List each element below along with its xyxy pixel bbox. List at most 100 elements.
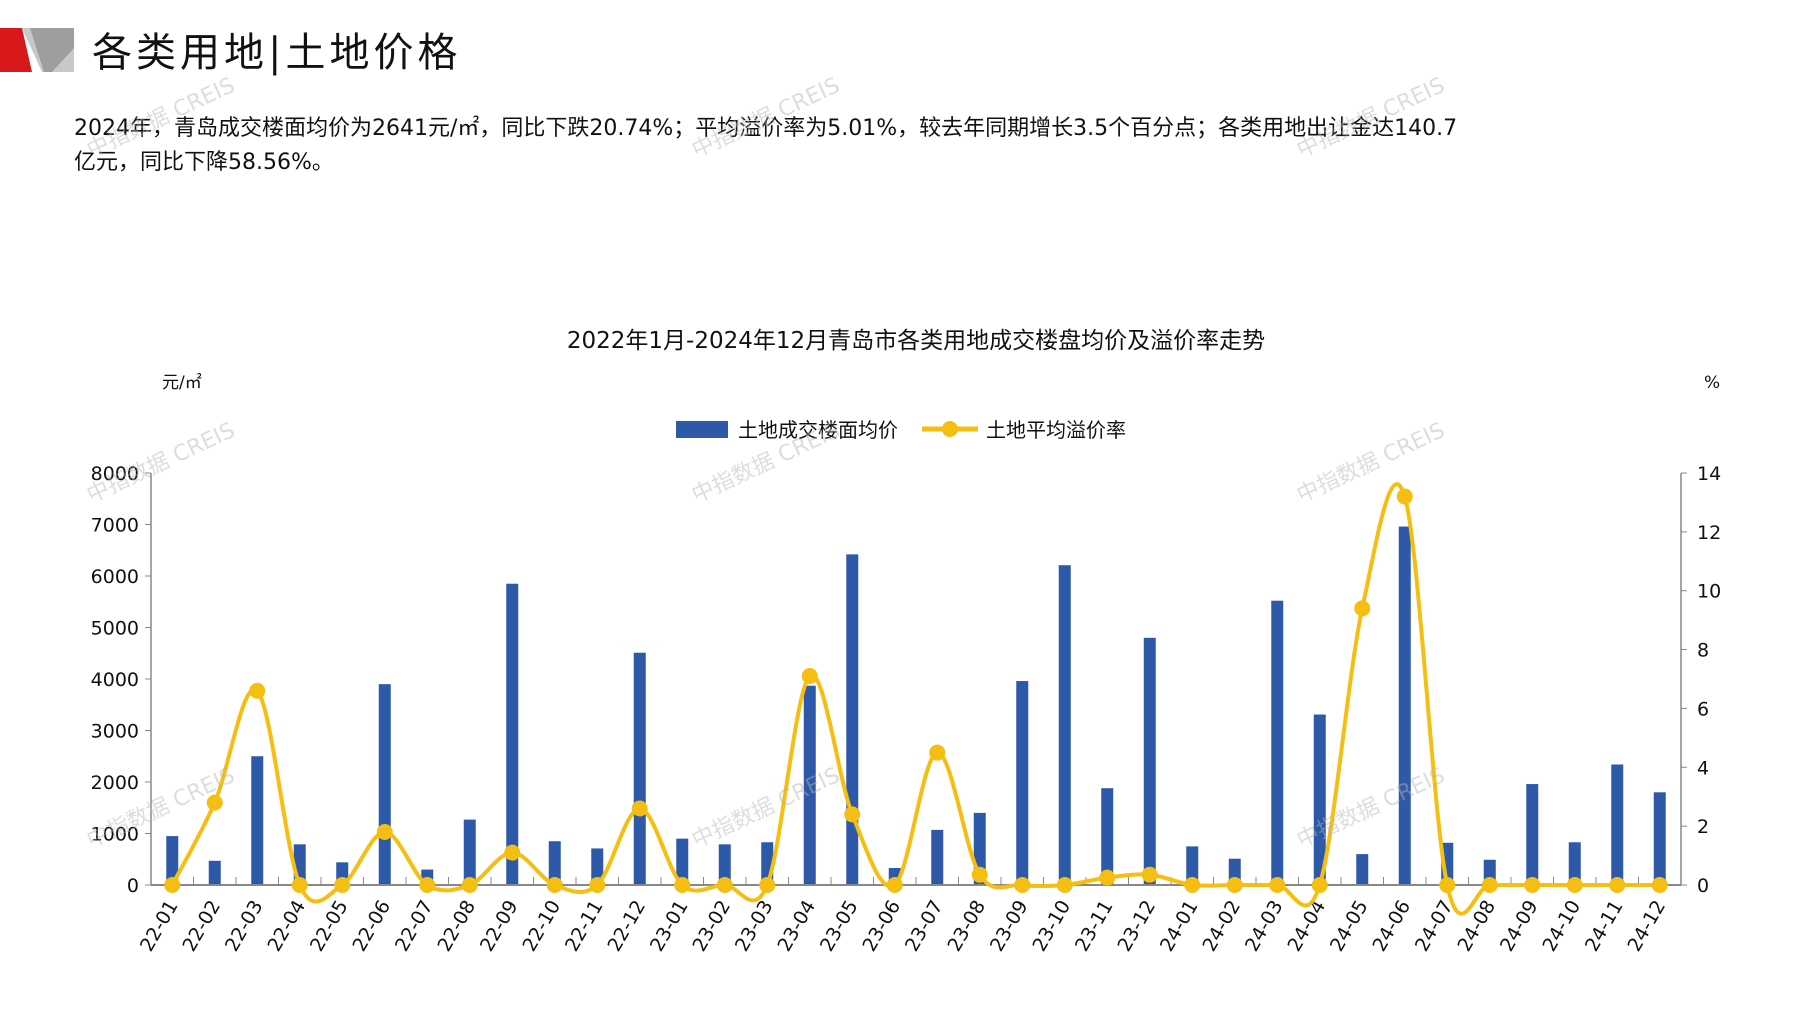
- bar-24-04: [1313, 714, 1326, 885]
- x-tick-label: 24-06: [1368, 897, 1415, 956]
- point-23-10: [1056, 877, 1073, 893]
- bar-24-09: [1526, 784, 1539, 885]
- summary-text: 2024年，青岛成交楼面均价为2641元/㎡，同比下跌20.74%；平均溢价率为…: [74, 112, 1734, 180]
- point-22-07: [419, 877, 436, 893]
- left-tick-label: 3000: [91, 721, 139, 743]
- bar-22-02: [208, 860, 221, 885]
- x-tick-label: 22-01: [136, 897, 183, 956]
- x-tick-label: 23-10: [1028, 897, 1075, 956]
- x-tick-label: 22-09: [476, 897, 523, 956]
- point-23-01: [674, 877, 691, 893]
- left-tick-label: 1000: [91, 824, 139, 846]
- legend-line-marker: [942, 421, 958, 437]
- point-23-08: [971, 866, 988, 883]
- right-tick-label: 0: [1697, 875, 1709, 897]
- bar-23-10: [1058, 565, 1071, 885]
- summary-line-2: 亿元，同比下降58.56%。: [74, 150, 334, 175]
- bar-23-07: [931, 829, 944, 885]
- right-axis-unit: %: [1704, 373, 1720, 393]
- point-24-08: [1481, 877, 1498, 893]
- point-24-04: [1311, 877, 1328, 893]
- point-24-11: [1609, 877, 1626, 893]
- point-22-08: [461, 877, 478, 893]
- point-23-03: [759, 877, 776, 893]
- point-24-05: [1354, 600, 1371, 617]
- point-22-04: [291, 877, 308, 893]
- x-tick-label: 24-07: [1411, 897, 1458, 956]
- point-23-06: [886, 877, 903, 893]
- point-24-10: [1566, 877, 1583, 893]
- bar-22-11: [591, 848, 604, 885]
- point-22-03: [249, 682, 266, 699]
- point-23-12: [1141, 866, 1158, 883]
- point-23-04: [801, 668, 818, 685]
- x-tick-label: 23-01: [646, 897, 693, 956]
- premium-rate-line: [170, 482, 1660, 916]
- x-tick-label: 22-06: [348, 897, 395, 956]
- brand-logo: [0, 28, 74, 72]
- right-tick-label: 2: [1697, 816, 1709, 838]
- bar-23-05: [846, 554, 859, 885]
- x-tick-label: 24-10: [1538, 897, 1585, 956]
- point-22-05: [334, 877, 351, 893]
- left-tick-label: 7000: [91, 515, 139, 537]
- point-23-07: [929, 744, 946, 761]
- bar-22-01: [166, 836, 179, 885]
- point-23-09: [1014, 877, 1031, 893]
- bar-22-06: [378, 684, 391, 885]
- bar-22-12: [633, 652, 646, 885]
- x-tick-label: 24-02: [1198, 897, 1245, 956]
- x-tick-label: 23-02: [688, 897, 735, 956]
- x-tick-label: 22-08: [433, 897, 480, 956]
- point-22-09: [504, 844, 521, 861]
- x-tick-label: 23-07: [901, 897, 948, 956]
- summary-line-1: 2024年，青岛成交楼面均价为2641元/㎡，同比下跌20.74%；平均溢价率为…: [74, 116, 1458, 141]
- x-tick-label: 22-12: [603, 897, 650, 956]
- bar-22-03: [251, 756, 264, 885]
- point-23-05: [844, 806, 861, 823]
- right-tick-label: 10: [1697, 581, 1721, 603]
- x-tick-label: 22-11: [561, 897, 608, 956]
- right-tick-label: 8: [1697, 640, 1709, 662]
- point-24-03: [1269, 877, 1286, 893]
- bar-22-10: [548, 841, 561, 885]
- x-tick-label: 24-12: [1623, 897, 1670, 956]
- page-title: 各类用地|土地价格: [92, 30, 462, 76]
- left-axis-unit: 元/㎡: [162, 373, 202, 393]
- bar-24-06: [1398, 526, 1411, 885]
- x-tick-label: 24-09: [1496, 897, 1543, 956]
- x-tick-label: 23-09: [986, 897, 1033, 956]
- point-24-02: [1226, 877, 1243, 893]
- left-tick-label: 0: [127, 875, 139, 897]
- left-tick-label: 6000: [91, 566, 139, 588]
- point-24-01: [1184, 877, 1201, 893]
- legend-bar-swatch: [676, 421, 728, 438]
- x-tick-label: 23-04: [773, 897, 820, 956]
- x-tick-label: 24-08: [1453, 897, 1500, 956]
- chart-title: 2022年1月-2024年12月青岛市各类用地成交楼盘均价及溢价率走势: [567, 328, 1265, 354]
- point-22-06: [376, 824, 393, 841]
- x-tick-label: 22-10: [518, 897, 565, 956]
- x-tick-label: 23-05: [816, 897, 863, 956]
- bar-24-10: [1568, 842, 1581, 885]
- x-tick-label: 24-05: [1326, 897, 1373, 956]
- x-tick-label: 22-03: [221, 897, 268, 956]
- legend-label-bar: 土地成交楼面均价: [738, 418, 898, 442]
- left-tick-label: 4000: [91, 669, 139, 691]
- point-23-11: [1099, 869, 1116, 886]
- x-tick-label: 24-11: [1581, 897, 1628, 956]
- right-tick-label: 14: [1697, 463, 1721, 485]
- point-24-06: [1396, 488, 1413, 505]
- bar-23-02: [718, 844, 731, 885]
- bar-24-03: [1271, 600, 1284, 885]
- right-tick-label: 4: [1697, 757, 1709, 779]
- left-tick-label: 2000: [91, 772, 139, 794]
- x-tick-label: 22-05: [306, 897, 353, 956]
- point-22-10: [546, 877, 563, 893]
- x-tick-label: 22-02: [178, 897, 225, 956]
- bar-24-12: [1653, 792, 1666, 885]
- bar-22-08: [463, 819, 476, 885]
- point-23-02: [716, 877, 733, 893]
- bar-22-09: [506, 583, 519, 885]
- x-tick-label: 22-04: [263, 897, 310, 956]
